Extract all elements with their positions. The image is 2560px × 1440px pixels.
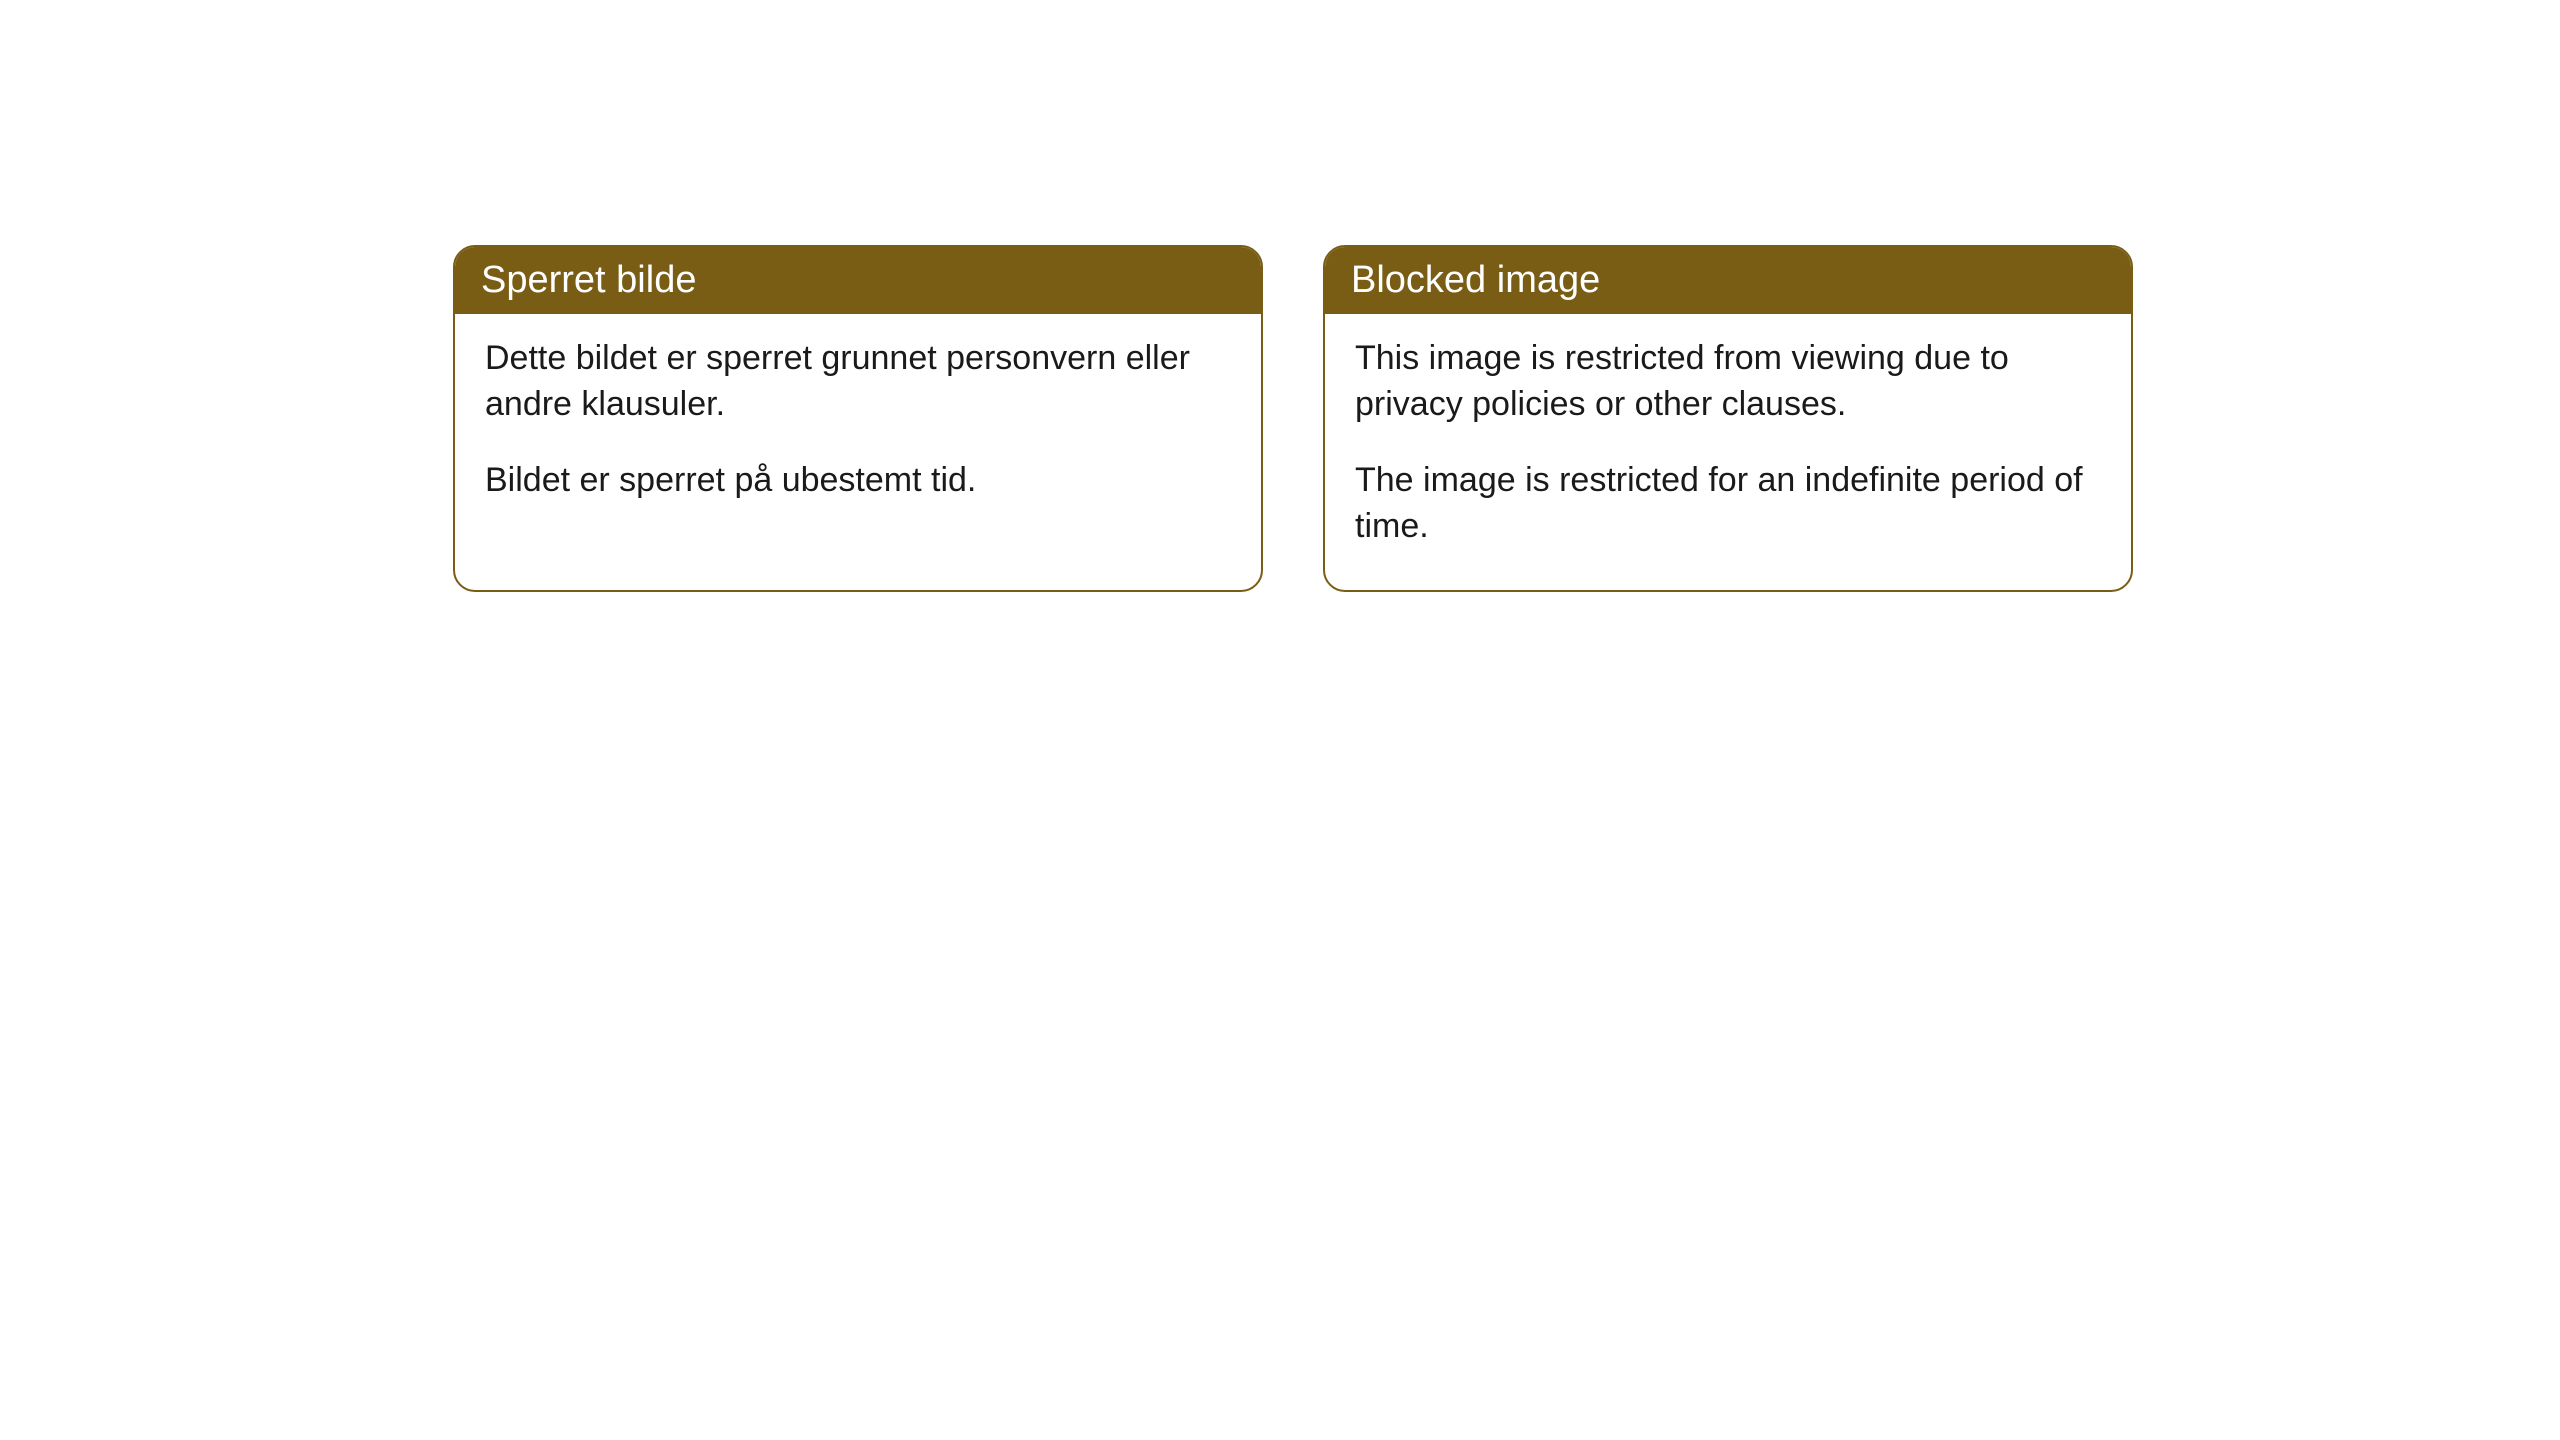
card-header: Blocked image xyxy=(1325,247,2131,314)
notice-container: Sperret bilde Dette bildet er sperret gr… xyxy=(0,0,2560,592)
card-paragraph: The image is restricted for an indefinit… xyxy=(1355,458,2101,550)
card-body: This image is restricted from viewing du… xyxy=(1325,314,2131,590)
card-title: Sperret bilde xyxy=(481,259,696,301)
card-header: Sperret bilde xyxy=(455,247,1261,314)
card-paragraph: This image is restricted from viewing du… xyxy=(1355,336,2101,428)
card-paragraph: Bildet er sperret på ubestemt tid. xyxy=(485,458,1231,504)
blocked-image-card-english: Blocked image This image is restricted f… xyxy=(1323,245,2133,592)
blocked-image-card-norwegian: Sperret bilde Dette bildet er sperret gr… xyxy=(453,245,1263,592)
card-body: Dette bildet er sperret grunnet personve… xyxy=(455,314,1261,544)
card-title: Blocked image xyxy=(1351,259,1600,301)
card-paragraph: Dette bildet er sperret grunnet personve… xyxy=(485,336,1231,428)
